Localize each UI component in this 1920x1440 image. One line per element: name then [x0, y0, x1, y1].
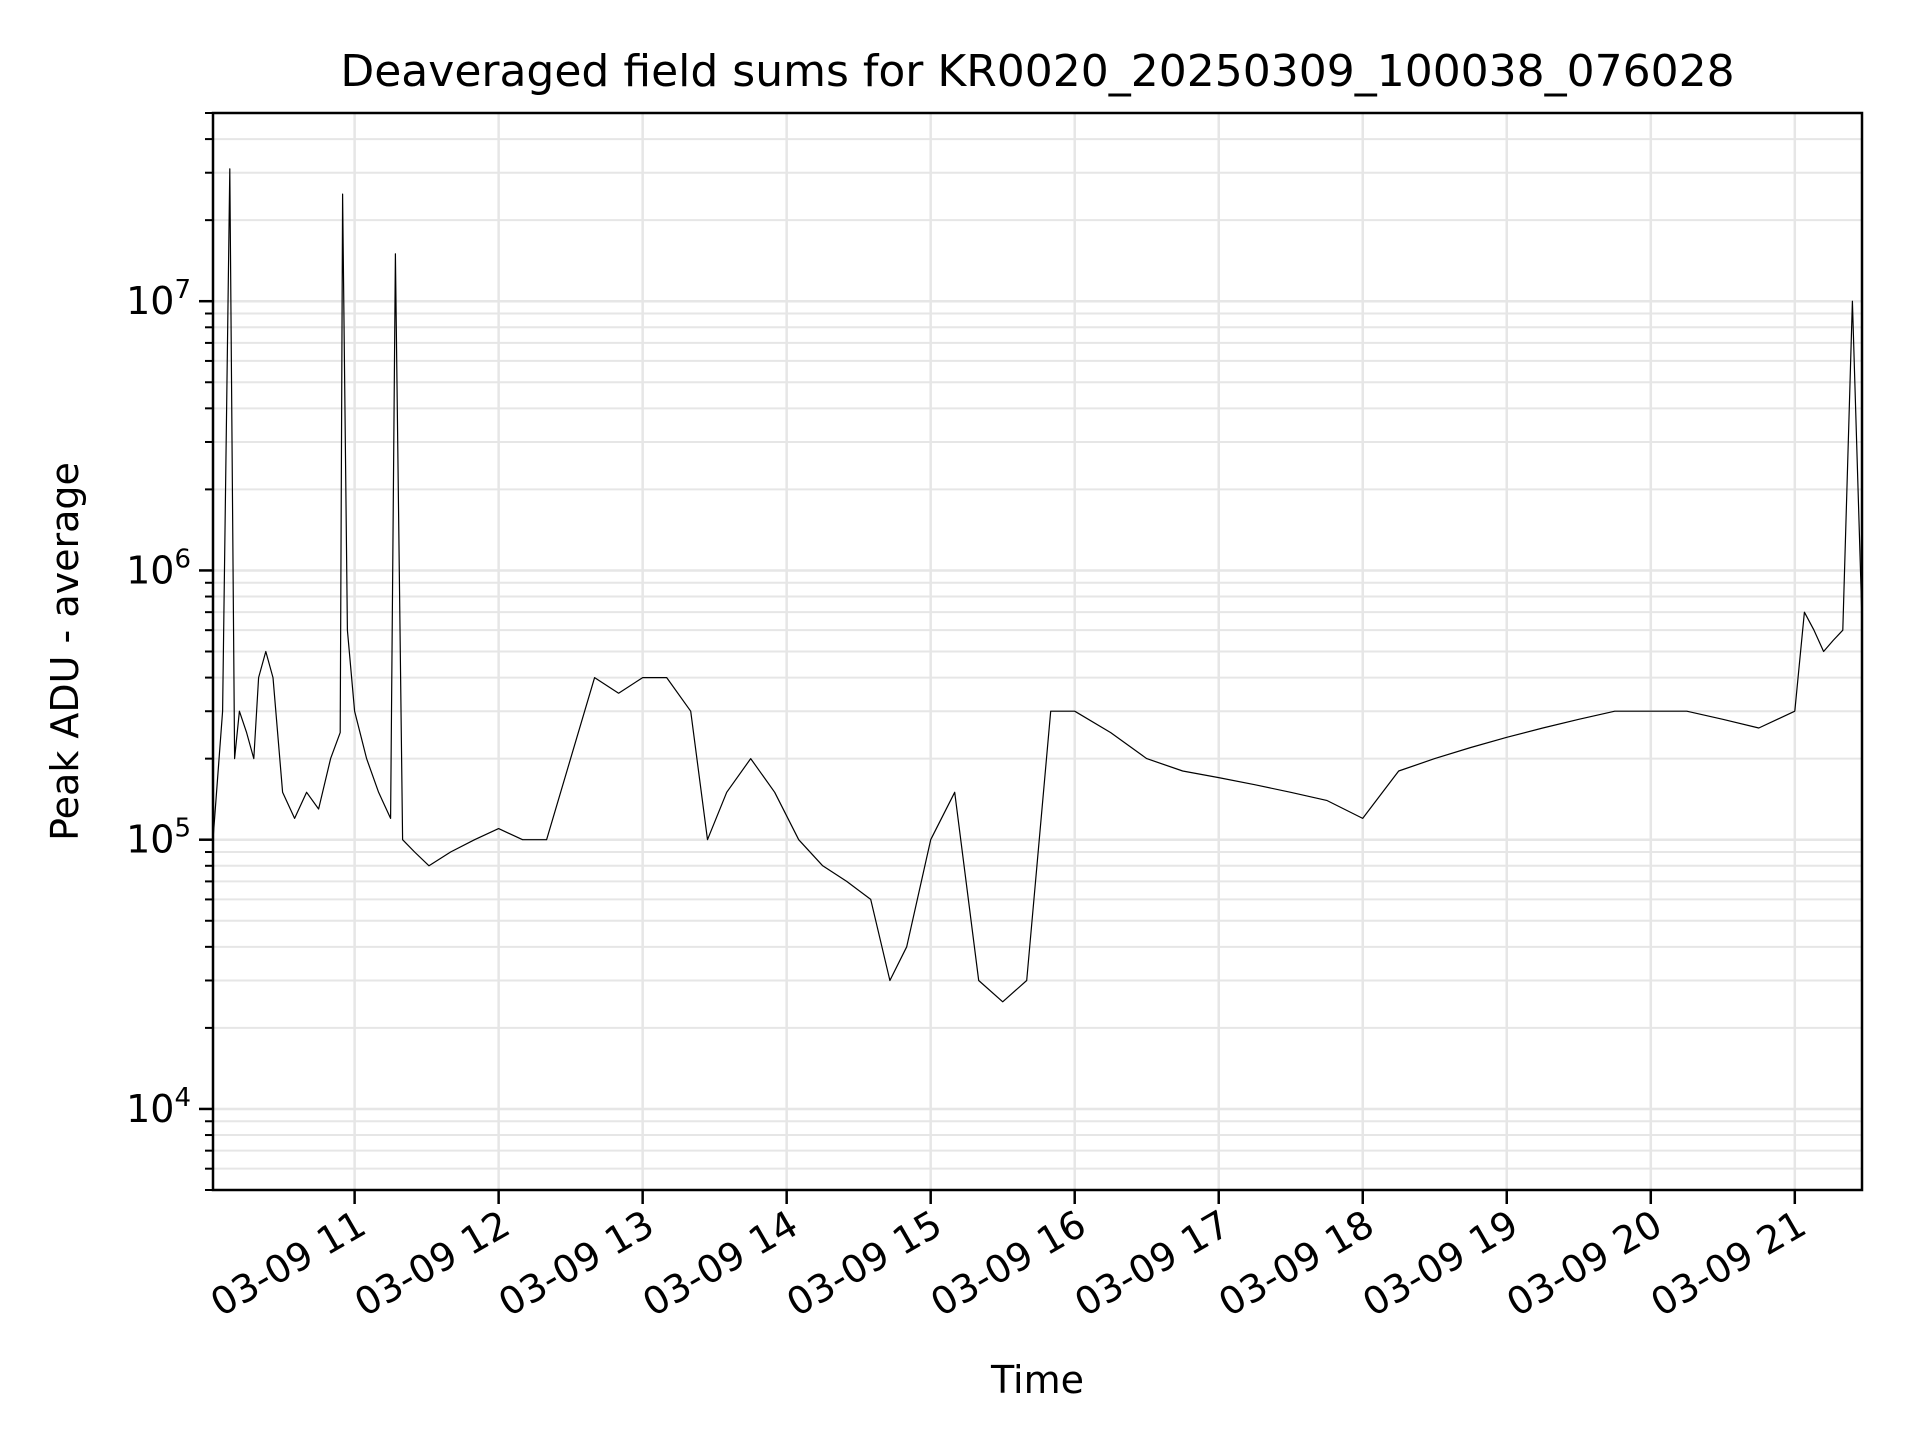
x-axis-label: Time: [990, 1358, 1084, 1402]
y-tick-label: 107: [126, 275, 191, 323]
y-tick-label: 106: [126, 544, 191, 592]
minor-gridlines: [205, 112, 1862, 1191]
plot-area-frame: [211, 111, 1864, 1192]
y-tick-label: 105: [126, 814, 191, 862]
chart-title: Deaveraged field sums for KR0020_2025030…: [340, 46, 1734, 97]
y-tick-label: 104: [126, 1083, 191, 1131]
major-gridlines: [213, 113, 1862, 1190]
data-series-line: [212, 168, 1863, 1003]
y-axis-ticks: 104 105 106 107: [126, 275, 213, 1131]
y-axis-label: Peak ADU - average: [43, 462, 87, 841]
